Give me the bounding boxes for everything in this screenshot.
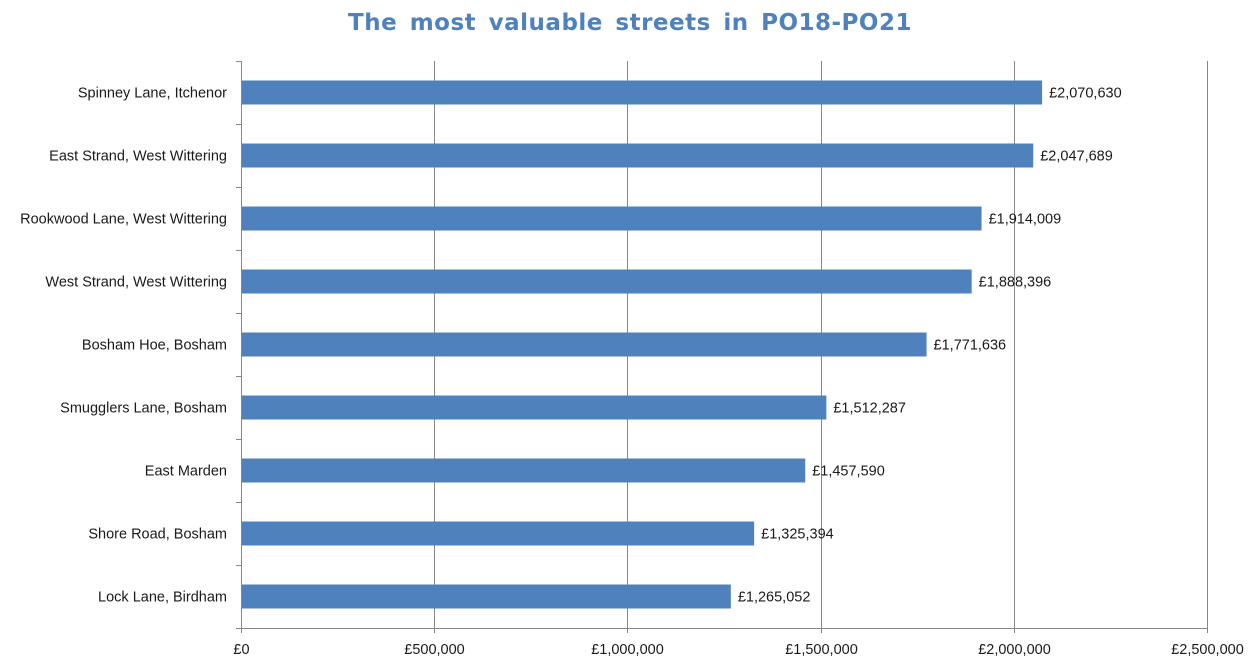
category-label: Bosham Hoe, Bosham xyxy=(82,338,227,354)
category-label: Lock Lane, Birdham xyxy=(98,590,227,606)
data-label: £1,771,636 xyxy=(934,338,1007,354)
x-tick-label: £2,500,000 xyxy=(1171,642,1244,658)
data-label: £1,914,009 xyxy=(989,212,1062,228)
bar xyxy=(242,80,1043,105)
bar xyxy=(242,458,806,483)
bar xyxy=(242,332,927,357)
category-label: West Strand, West Wittering xyxy=(45,275,227,291)
x-tick-label: £0 xyxy=(233,642,249,658)
data-label: £2,070,630 xyxy=(1049,86,1122,102)
axes xyxy=(236,61,1208,633)
data-label: £1,325,394 xyxy=(761,527,834,543)
category-label: East Strand, West Wittering xyxy=(49,149,227,165)
bars xyxy=(242,80,1043,609)
labels: £0 £500,000 £1,000,000 £1,500,000 £2,000,000… xyxy=(20,86,1244,659)
data-label: £2,047,689 xyxy=(1040,149,1113,165)
x-tick-label: £1,000,000 xyxy=(591,642,664,658)
category-label: Shore Road, Bosham xyxy=(88,527,227,543)
data-label: £1,888,396 xyxy=(979,275,1052,291)
category-label: Rookwood Lane, West Wittering xyxy=(20,212,227,228)
bar xyxy=(242,143,1034,168)
category-label: Smugglers Lane, Bosham xyxy=(60,401,227,417)
bar xyxy=(242,395,827,420)
x-tick-label: £2,000,000 xyxy=(978,642,1051,658)
data-label: £1,265,052 xyxy=(738,590,811,606)
bar xyxy=(242,584,731,609)
data-label: £1,457,590 xyxy=(812,464,885,480)
x-tick-label: £1,500,000 xyxy=(785,642,858,658)
category-label: Spinney Lane, Itchenor xyxy=(78,86,227,102)
data-label: £1,512,287 xyxy=(833,401,906,417)
bar xyxy=(242,521,755,546)
bar xyxy=(242,269,972,294)
category-label: East Marden xyxy=(145,464,227,480)
x-tick-label: £500,000 xyxy=(404,642,464,658)
bar xyxy=(242,206,982,231)
chart-title: The most valuable streets in PO18-PO21 xyxy=(348,10,912,36)
